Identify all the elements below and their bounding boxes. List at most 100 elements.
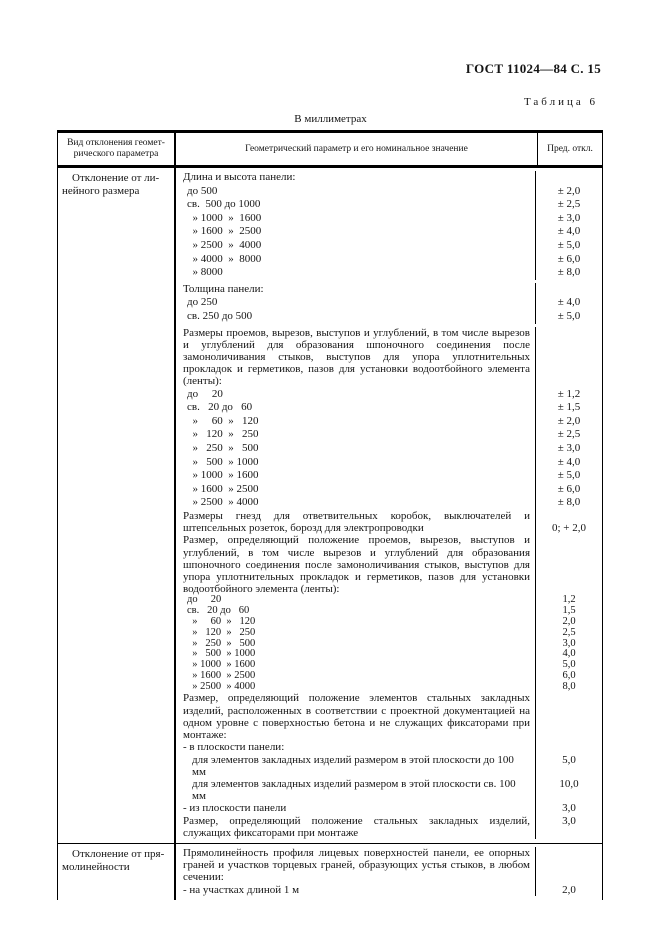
limit-value: [536, 283, 602, 297]
param-text: для элементов закладных изделий размером…: [176, 753, 536, 778]
param-text: » 8000: [176, 266, 536, 280]
param-text: Длина и высота панели:: [176, 171, 536, 185]
table-row: » 1000 » 1600 ± 3,0: [176, 211, 602, 226]
table-row: » 500 » 1000 ± 4,0: [176, 455, 602, 470]
param-text: » 60 » 120: [176, 616, 536, 628]
param-text: » 1000 » 1600: [176, 659, 536, 671]
limit-value: 5,0: [562, 659, 576, 671]
limit-value: ± 3,0: [557, 211, 581, 224]
table-row: » 1000 » 1600 5,0: [176, 659, 602, 671]
param-text: - на участках длиной 1 м: [176, 883, 536, 896]
table-row: Размер, определяющий положение стальных …: [176, 814, 602, 839]
table-row: - в плоскости панели:: [176, 741, 602, 754]
table-row: Размер, определяющий положение проемов, …: [176, 534, 602, 596]
deviation-table: Вид отклонения геомет- рического парамет…: [57, 130, 603, 900]
table-row: Толщина панели:: [176, 282, 602, 297]
table-section-linear-size: Отклонение от ли- нейного размера Длина …: [58, 168, 602, 843]
limit-value: [536, 847, 602, 884]
param-text: Размер, определяющий положение элементов…: [176, 692, 536, 742]
table-row: до 20 ± 1,2: [176, 387, 602, 402]
param-text: до 20: [176, 595, 536, 607]
limit-value: 10,0: [559, 777, 579, 790]
table-row: св. 250 до 500 ± 5,0: [176, 309, 602, 324]
header-limit-deviation: Пред. откл.: [547, 143, 593, 154]
table-row: » 120 » 250 2,5: [176, 626, 602, 639]
param-text: » 1600 » 2500: [176, 670, 536, 682]
table-row: » 1600 » 2500 ± 4,0: [176, 225, 602, 239]
param-text: » 1600 » 2500: [176, 482, 536, 497]
limit-value: ± 2,5: [557, 198, 581, 211]
param-text: до 250: [176, 296, 536, 310]
section-entries: Длина и высота панели: до 500 ± 2,0 св. 500…: [176, 168, 602, 843]
param-text: - в плоскости панели:: [176, 741, 536, 754]
limit-value: ± 6,0: [557, 482, 581, 495]
param-text: » 120 » 250: [176, 428, 536, 442]
limit-value: 8,0: [562, 680, 576, 692]
param-text: » 500 » 1000: [176, 648, 536, 661]
limit-value: [536, 327, 602, 388]
limit-value: ± 4,0: [557, 225, 581, 238]
table-row: для элементов закладных изделий размером…: [176, 777, 602, 803]
limit-value: [536, 171, 602, 185]
table-header-row: Вид отклонения геомет- рического парамет…: [58, 133, 602, 168]
param-text: св. 500 до 1000: [176, 198, 536, 212]
limit-value: 2,5: [562, 626, 576, 638]
param-text: » 250 » 500: [176, 441, 536, 456]
units-note: В миллиметрах: [294, 113, 367, 125]
table-row: до 20 1,2: [176, 594, 602, 607]
table-row: » 60 » 120 2,0: [176, 616, 602, 628]
param-text: » 1000 » 1600: [176, 469, 536, 483]
limit-value: [536, 692, 602, 741]
limit-value: ± 3,0: [557, 441, 581, 454]
limit-value: 3,0: [562, 814, 576, 827]
param-text: - из плоскости панели: [176, 802, 536, 815]
param-text: Прямолинейность профиля лицевых поверхно…: [176, 846, 536, 884]
table-row: Длина и высота панели:: [176, 171, 602, 185]
limit-value: ± 4,0: [557, 455, 581, 468]
limit-value: 3,0: [562, 637, 576, 649]
limit-value: ± 8,0: [557, 266, 581, 279]
limit-value: ± 4,0: [557, 296, 581, 309]
param-text: Размер, определяющий положение проемов, …: [176, 534, 536, 596]
table-row: для элементов закладных изделий размером…: [176, 753, 602, 778]
param-text: » 4000 » 8000: [176, 252, 536, 267]
table-row: » 500 » 1000 4,0: [176, 648, 602, 661]
limit-value: ± 1,5: [557, 401, 581, 414]
table-row: св. 500 до 1000 ± 2,5: [176, 198, 602, 212]
param-text: » 2500 » 4000: [176, 496, 536, 510]
table-row: » 2500 » 4000 8,0: [176, 680, 602, 693]
table-row: » 1600 » 2500 6,0: [176, 670, 602, 682]
limit-value: 1,5: [562, 605, 576, 617]
limit-value: ± 5,0: [557, 238, 581, 251]
section-entries: Прямолинейность профиля лицевых поверхно…: [176, 844, 602, 900]
limit-value: ± 8,0: [557, 496, 581, 509]
limit-value: ± 2,5: [557, 428, 581, 441]
limit-value: ± 6,0: [557, 252, 581, 265]
standard-reference: ГОСТ 11024—84 С. 15: [465, 61, 601, 76]
param-text: » 2500 » 4000: [176, 681, 536, 693]
param-text: до 20: [176, 387, 536, 402]
param-text: Размеры проемов, вырезов, выступов и угл…: [176, 326, 536, 388]
param-text: до 500: [176, 184, 536, 199]
table-row: » 250 » 500 ± 3,0: [176, 441, 602, 456]
param-text: » 500 » 1000: [176, 455, 536, 470]
table-row: Прямолинейность профиля лицевых поверхно…: [176, 846, 602, 884]
param-text: св. 20 до 60: [176, 605, 536, 617]
header-deviation-kind: Вид отклонения геомет- рического парамет…: [58, 133, 176, 165]
param-text: » 250 » 500: [176, 638, 536, 650]
limit-value: 4,0: [562, 648, 576, 660]
table-row: до 250 ± 4,0: [176, 296, 602, 310]
table-row: до 500 ± 2,0: [176, 184, 602, 199]
limit-value: ± 1,2: [557, 387, 581, 400]
limit-value: [536, 534, 602, 595]
param-text: » 1000 » 1600: [176, 211, 536, 226]
limit-value: 3,0: [562, 802, 576, 815]
deviation-kind-label: Отклонение от ли- нейного размера: [58, 168, 176, 843]
limit-value: 1,2: [562, 594, 576, 606]
limit-value: 0; + 2,0: [551, 522, 586, 535]
table-row: » 1000 » 1600 ± 5,0: [176, 469, 602, 483]
table-number-label: Таблица 6: [523, 96, 598, 108]
table-row: » 4000 » 8000 ± 6,0: [176, 252, 602, 267]
table-row: св. 20 до 60 ± 1,5: [176, 401, 602, 415]
